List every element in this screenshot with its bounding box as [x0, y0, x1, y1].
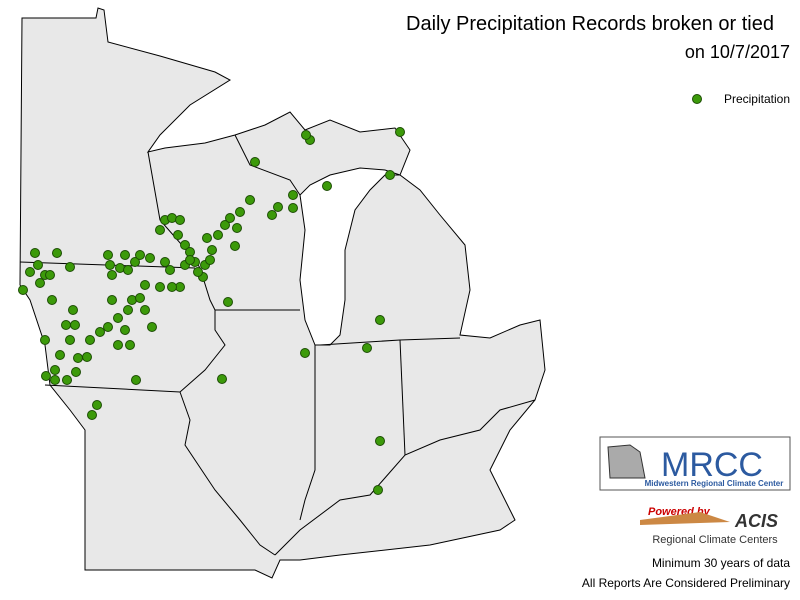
station-marker	[62, 375, 72, 385]
station-marker	[55, 350, 65, 360]
land	[19, 7, 546, 579]
station-marker	[45, 270, 55, 280]
legend-marker	[692, 94, 702, 104]
legend-label: Precipitation	[724, 92, 790, 106]
station-marker	[167, 282, 177, 292]
station-marker	[105, 260, 115, 270]
station-marker	[95, 327, 105, 337]
station-marker	[52, 248, 62, 258]
station-marker	[103, 250, 113, 260]
station-marker	[185, 255, 195, 265]
station-marker	[85, 335, 95, 345]
station-marker	[230, 241, 240, 251]
station-marker	[131, 375, 141, 385]
station-marker	[300, 348, 310, 358]
station-marker	[40, 335, 50, 345]
station-marker	[373, 485, 383, 495]
station-marker	[213, 230, 223, 240]
station-marker	[165, 265, 175, 275]
station-marker	[207, 245, 217, 255]
station-marker	[375, 315, 385, 325]
station-marker	[50, 375, 60, 385]
station-marker	[123, 305, 133, 315]
station-marker	[205, 255, 215, 265]
station-marker	[250, 157, 260, 167]
station-marker	[130, 257, 140, 267]
station-marker	[71, 367, 81, 377]
station-marker	[41, 371, 51, 381]
station-marker	[103, 322, 113, 332]
station-marker	[113, 340, 123, 350]
station-marker	[135, 250, 145, 260]
station-marker	[68, 305, 78, 315]
station-marker	[245, 195, 255, 205]
station-marker	[113, 313, 123, 323]
station-marker	[288, 190, 298, 200]
station-marker	[217, 374, 227, 384]
station-marker	[73, 353, 83, 363]
station-marker	[82, 352, 92, 362]
station-marker	[120, 250, 130, 260]
station-marker	[273, 202, 283, 212]
station-marker	[25, 267, 35, 277]
station-marker	[35, 278, 45, 288]
station-marker	[70, 320, 80, 330]
station-marker	[155, 282, 165, 292]
footnote: Minimum 30 years of data	[652, 556, 790, 570]
station-marker	[375, 436, 385, 446]
station-marker	[92, 400, 102, 410]
station-marker	[235, 207, 245, 217]
station-markers	[18, 127, 405, 495]
station-marker	[30, 248, 40, 258]
station-marker	[173, 230, 183, 240]
station-marker	[135, 293, 145, 303]
station-marker	[155, 225, 165, 235]
station-marker	[107, 295, 117, 305]
station-marker	[175, 215, 185, 225]
station-marker	[193, 267, 203, 277]
logo-subtext: Midwestern Regional Climate Center	[645, 479, 784, 488]
station-marker	[147, 322, 157, 332]
station-marker	[180, 240, 190, 250]
station-marker	[140, 280, 150, 290]
station-marker	[223, 297, 233, 307]
station-marker	[160, 257, 170, 267]
station-marker	[140, 305, 150, 315]
station-marker	[107, 270, 117, 280]
station-marker	[125, 340, 135, 350]
station-marker	[50, 365, 60, 375]
subtitle: on 10/7/2017	[685, 42, 790, 62]
station-marker	[123, 265, 133, 275]
station-marker	[87, 410, 97, 420]
station-marker	[65, 262, 75, 272]
title: Daily Precipitation Records broken or ti…	[406, 13, 774, 35]
station-marker	[385, 170, 395, 180]
station-marker	[288, 203, 298, 213]
station-marker	[232, 223, 242, 233]
station-marker	[362, 343, 372, 353]
station-marker	[33, 260, 43, 270]
mrcc-logo: MRCC Midwestern Regional Climate Center	[599, 436, 791, 491]
station-marker	[395, 127, 405, 137]
acis-subtext: Regional Climate Centers	[652, 534, 778, 546]
footnote: All Reports Are Considered Preliminary	[582, 576, 790, 590]
station-marker	[225, 213, 235, 223]
acis-text: ACIS	[734, 511, 778, 531]
logo-swoosh	[640, 512, 730, 525]
station-marker	[47, 295, 57, 305]
station-marker	[65, 335, 75, 345]
station-marker	[301, 130, 311, 140]
station-marker	[18, 285, 28, 295]
station-marker	[61, 320, 71, 330]
station-marker	[120, 325, 130, 335]
acis-logo: Powered by ACIS Regional Climate Centers	[640, 506, 778, 546]
station-marker	[220, 220, 230, 230]
station-marker	[322, 181, 332, 191]
logo-text: MRCC	[661, 446, 763, 484]
station-marker	[145, 253, 155, 263]
logo-map	[607, 444, 646, 479]
station-marker	[202, 233, 212, 243]
station-marker	[267, 210, 277, 220]
